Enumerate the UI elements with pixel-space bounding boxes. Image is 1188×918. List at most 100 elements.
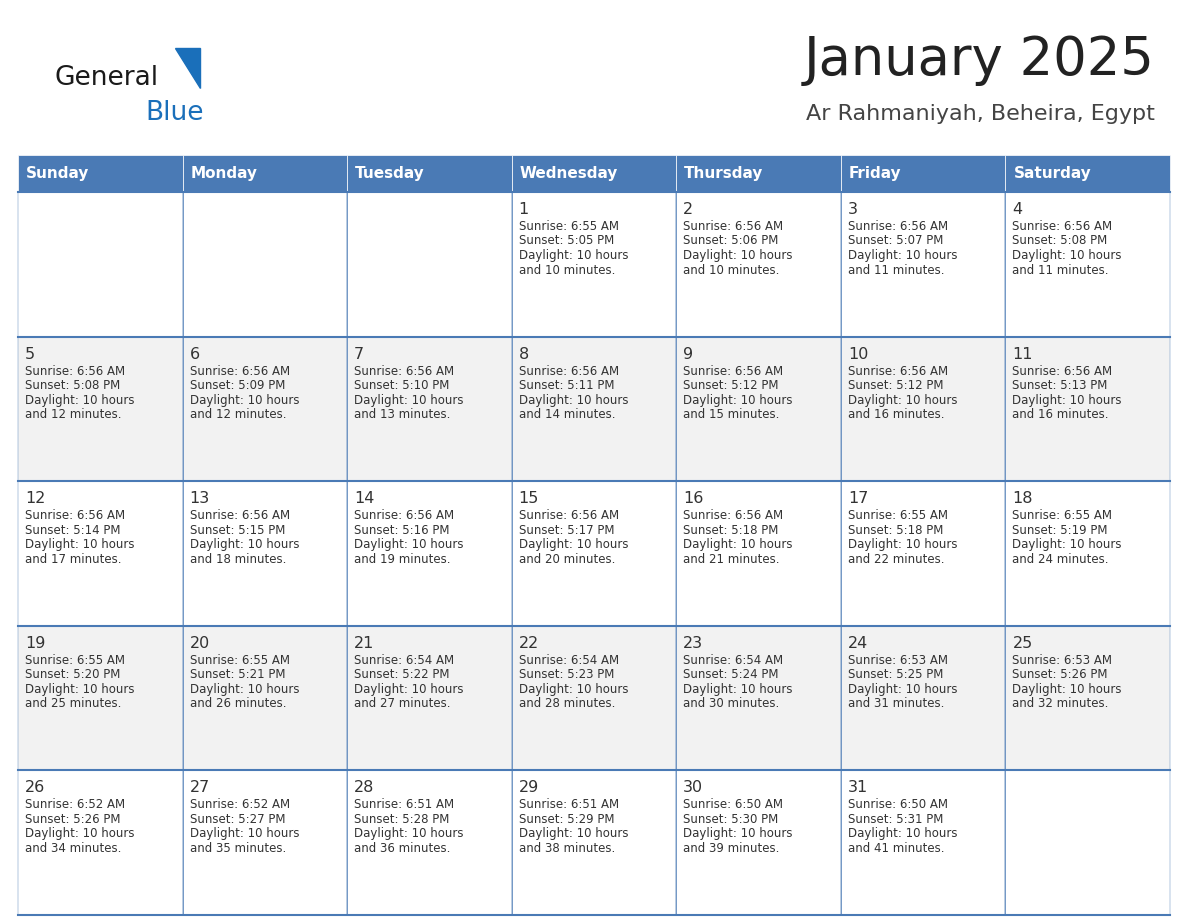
Text: Sunset: 5:22 PM: Sunset: 5:22 PM bbox=[354, 668, 449, 681]
Text: Sunrise: 6:55 AM: Sunrise: 6:55 AM bbox=[190, 654, 290, 666]
Text: 3: 3 bbox=[848, 202, 858, 217]
Bar bbox=[1005, 770, 1170, 915]
Text: Friday: Friday bbox=[849, 166, 902, 181]
Text: Sunrise: 6:56 AM: Sunrise: 6:56 AM bbox=[25, 364, 125, 377]
Text: and 20 minutes.: and 20 minutes. bbox=[519, 553, 615, 565]
Text: and 16 minutes.: and 16 minutes. bbox=[848, 409, 944, 421]
Text: Sunrise: 6:56 AM: Sunrise: 6:56 AM bbox=[25, 509, 125, 522]
Text: 23: 23 bbox=[683, 636, 703, 651]
Bar bbox=[183, 192, 347, 337]
Text: Sunset: 5:10 PM: Sunset: 5:10 PM bbox=[354, 379, 449, 392]
Text: and 14 minutes.: and 14 minutes. bbox=[519, 409, 615, 421]
Text: 31: 31 bbox=[848, 780, 868, 795]
Text: Sunrise: 6:56 AM: Sunrise: 6:56 AM bbox=[519, 364, 619, 377]
Text: Daylight: 10 hours: Daylight: 10 hours bbox=[683, 683, 792, 696]
Text: and 28 minutes.: and 28 minutes. bbox=[519, 698, 615, 711]
Text: Daylight: 10 hours: Daylight: 10 hours bbox=[190, 827, 299, 840]
Text: Daylight: 10 hours: Daylight: 10 hours bbox=[190, 538, 299, 551]
Text: Sunrise: 6:55 AM: Sunrise: 6:55 AM bbox=[519, 220, 619, 233]
Text: Sunrise: 6:51 AM: Sunrise: 6:51 AM bbox=[519, 799, 619, 812]
Text: 6: 6 bbox=[190, 347, 200, 362]
Text: Ar Rahmaniyah, Beheira, Egypt: Ar Rahmaniyah, Beheira, Egypt bbox=[807, 104, 1155, 124]
Text: January 2025: January 2025 bbox=[804, 34, 1155, 86]
Text: and 38 minutes.: and 38 minutes. bbox=[519, 842, 615, 855]
Text: Sunrise: 6:56 AM: Sunrise: 6:56 AM bbox=[519, 509, 619, 522]
Text: 27: 27 bbox=[190, 780, 210, 795]
Text: Sunset: 5:08 PM: Sunset: 5:08 PM bbox=[1012, 234, 1107, 248]
Text: 14: 14 bbox=[354, 491, 374, 506]
Text: Daylight: 10 hours: Daylight: 10 hours bbox=[519, 827, 628, 840]
Text: and 27 minutes.: and 27 minutes. bbox=[354, 698, 450, 711]
Text: Sunset: 5:29 PM: Sunset: 5:29 PM bbox=[519, 813, 614, 826]
Text: 19: 19 bbox=[25, 636, 45, 651]
Text: Sunrise: 6:55 AM: Sunrise: 6:55 AM bbox=[848, 509, 948, 522]
Text: Sunrise: 6:56 AM: Sunrise: 6:56 AM bbox=[354, 509, 454, 522]
Text: Sunset: 5:06 PM: Sunset: 5:06 PM bbox=[683, 234, 778, 248]
Text: Daylight: 10 hours: Daylight: 10 hours bbox=[848, 538, 958, 551]
Text: Daylight: 10 hours: Daylight: 10 hours bbox=[190, 394, 299, 407]
Text: Daylight: 10 hours: Daylight: 10 hours bbox=[848, 827, 958, 840]
Text: Sunset: 5:14 PM: Sunset: 5:14 PM bbox=[25, 523, 120, 537]
Text: Sunrise: 6:54 AM: Sunrise: 6:54 AM bbox=[354, 654, 454, 666]
Text: Sunset: 5:26 PM: Sunset: 5:26 PM bbox=[1012, 668, 1108, 681]
Bar bbox=[347, 626, 512, 770]
Bar bbox=[183, 481, 347, 626]
Text: Sunset: 5:31 PM: Sunset: 5:31 PM bbox=[848, 813, 943, 826]
Polygon shape bbox=[175, 48, 200, 88]
Text: Daylight: 10 hours: Daylight: 10 hours bbox=[848, 394, 958, 407]
Bar bbox=[512, 626, 676, 770]
Text: Sunset: 5:26 PM: Sunset: 5:26 PM bbox=[25, 813, 120, 826]
Text: 22: 22 bbox=[519, 636, 539, 651]
Text: and 17 minutes.: and 17 minutes. bbox=[25, 553, 121, 565]
Text: Sunrise: 6:56 AM: Sunrise: 6:56 AM bbox=[1012, 220, 1112, 233]
Text: and 16 minutes.: and 16 minutes. bbox=[1012, 409, 1108, 421]
Text: Sunset: 5:27 PM: Sunset: 5:27 PM bbox=[190, 813, 285, 826]
Text: 15: 15 bbox=[519, 491, 539, 506]
Text: Daylight: 10 hours: Daylight: 10 hours bbox=[354, 827, 463, 840]
Text: 10: 10 bbox=[848, 347, 868, 362]
Text: Sunrise: 6:50 AM: Sunrise: 6:50 AM bbox=[848, 799, 948, 812]
Bar bbox=[1005, 481, 1170, 626]
Text: Sunset: 5:09 PM: Sunset: 5:09 PM bbox=[190, 379, 285, 392]
Text: and 12 minutes.: and 12 minutes. bbox=[25, 409, 121, 421]
Text: Sunrise: 6:56 AM: Sunrise: 6:56 AM bbox=[683, 364, 783, 377]
Text: Sunset: 5:15 PM: Sunset: 5:15 PM bbox=[190, 523, 285, 537]
Text: Sunrise: 6:56 AM: Sunrise: 6:56 AM bbox=[1012, 364, 1112, 377]
Text: Sunset: 5:13 PM: Sunset: 5:13 PM bbox=[1012, 379, 1107, 392]
Bar bbox=[512, 770, 676, 915]
Text: 8: 8 bbox=[519, 347, 529, 362]
Text: Sunrise: 6:55 AM: Sunrise: 6:55 AM bbox=[1012, 509, 1112, 522]
Text: Sunrise: 6:51 AM: Sunrise: 6:51 AM bbox=[354, 799, 454, 812]
Text: Daylight: 10 hours: Daylight: 10 hours bbox=[25, 683, 134, 696]
Bar bbox=[841, 337, 1005, 481]
Text: 2: 2 bbox=[683, 202, 694, 217]
Text: 20: 20 bbox=[190, 636, 210, 651]
Bar bbox=[1005, 337, 1170, 481]
Bar bbox=[18, 770, 183, 915]
Text: and 30 minutes.: and 30 minutes. bbox=[683, 698, 779, 711]
Text: Sunrise: 6:56 AM: Sunrise: 6:56 AM bbox=[190, 509, 290, 522]
Bar bbox=[676, 626, 841, 770]
Text: and 10 minutes.: and 10 minutes. bbox=[683, 263, 779, 276]
Bar bbox=[18, 337, 183, 481]
Bar bbox=[347, 770, 512, 915]
Text: Daylight: 10 hours: Daylight: 10 hours bbox=[519, 683, 628, 696]
Text: and 26 minutes.: and 26 minutes. bbox=[190, 698, 286, 711]
Text: Sunset: 5:23 PM: Sunset: 5:23 PM bbox=[519, 668, 614, 681]
Text: and 12 minutes.: and 12 minutes. bbox=[190, 409, 286, 421]
Text: Blue: Blue bbox=[145, 100, 203, 126]
Text: Wednesday: Wednesday bbox=[519, 166, 618, 181]
Text: 18: 18 bbox=[1012, 491, 1032, 506]
Bar bbox=[512, 337, 676, 481]
Text: 21: 21 bbox=[354, 636, 374, 651]
Bar bbox=[676, 192, 841, 337]
Text: 5: 5 bbox=[25, 347, 36, 362]
Text: 25: 25 bbox=[1012, 636, 1032, 651]
Text: Daylight: 10 hours: Daylight: 10 hours bbox=[354, 394, 463, 407]
Text: Daylight: 10 hours: Daylight: 10 hours bbox=[354, 538, 463, 551]
Text: Sunset: 5:11 PM: Sunset: 5:11 PM bbox=[519, 379, 614, 392]
Text: Daylight: 10 hours: Daylight: 10 hours bbox=[25, 538, 134, 551]
Text: 12: 12 bbox=[25, 491, 45, 506]
Bar bbox=[676, 155, 841, 192]
Text: Daylight: 10 hours: Daylight: 10 hours bbox=[848, 683, 958, 696]
